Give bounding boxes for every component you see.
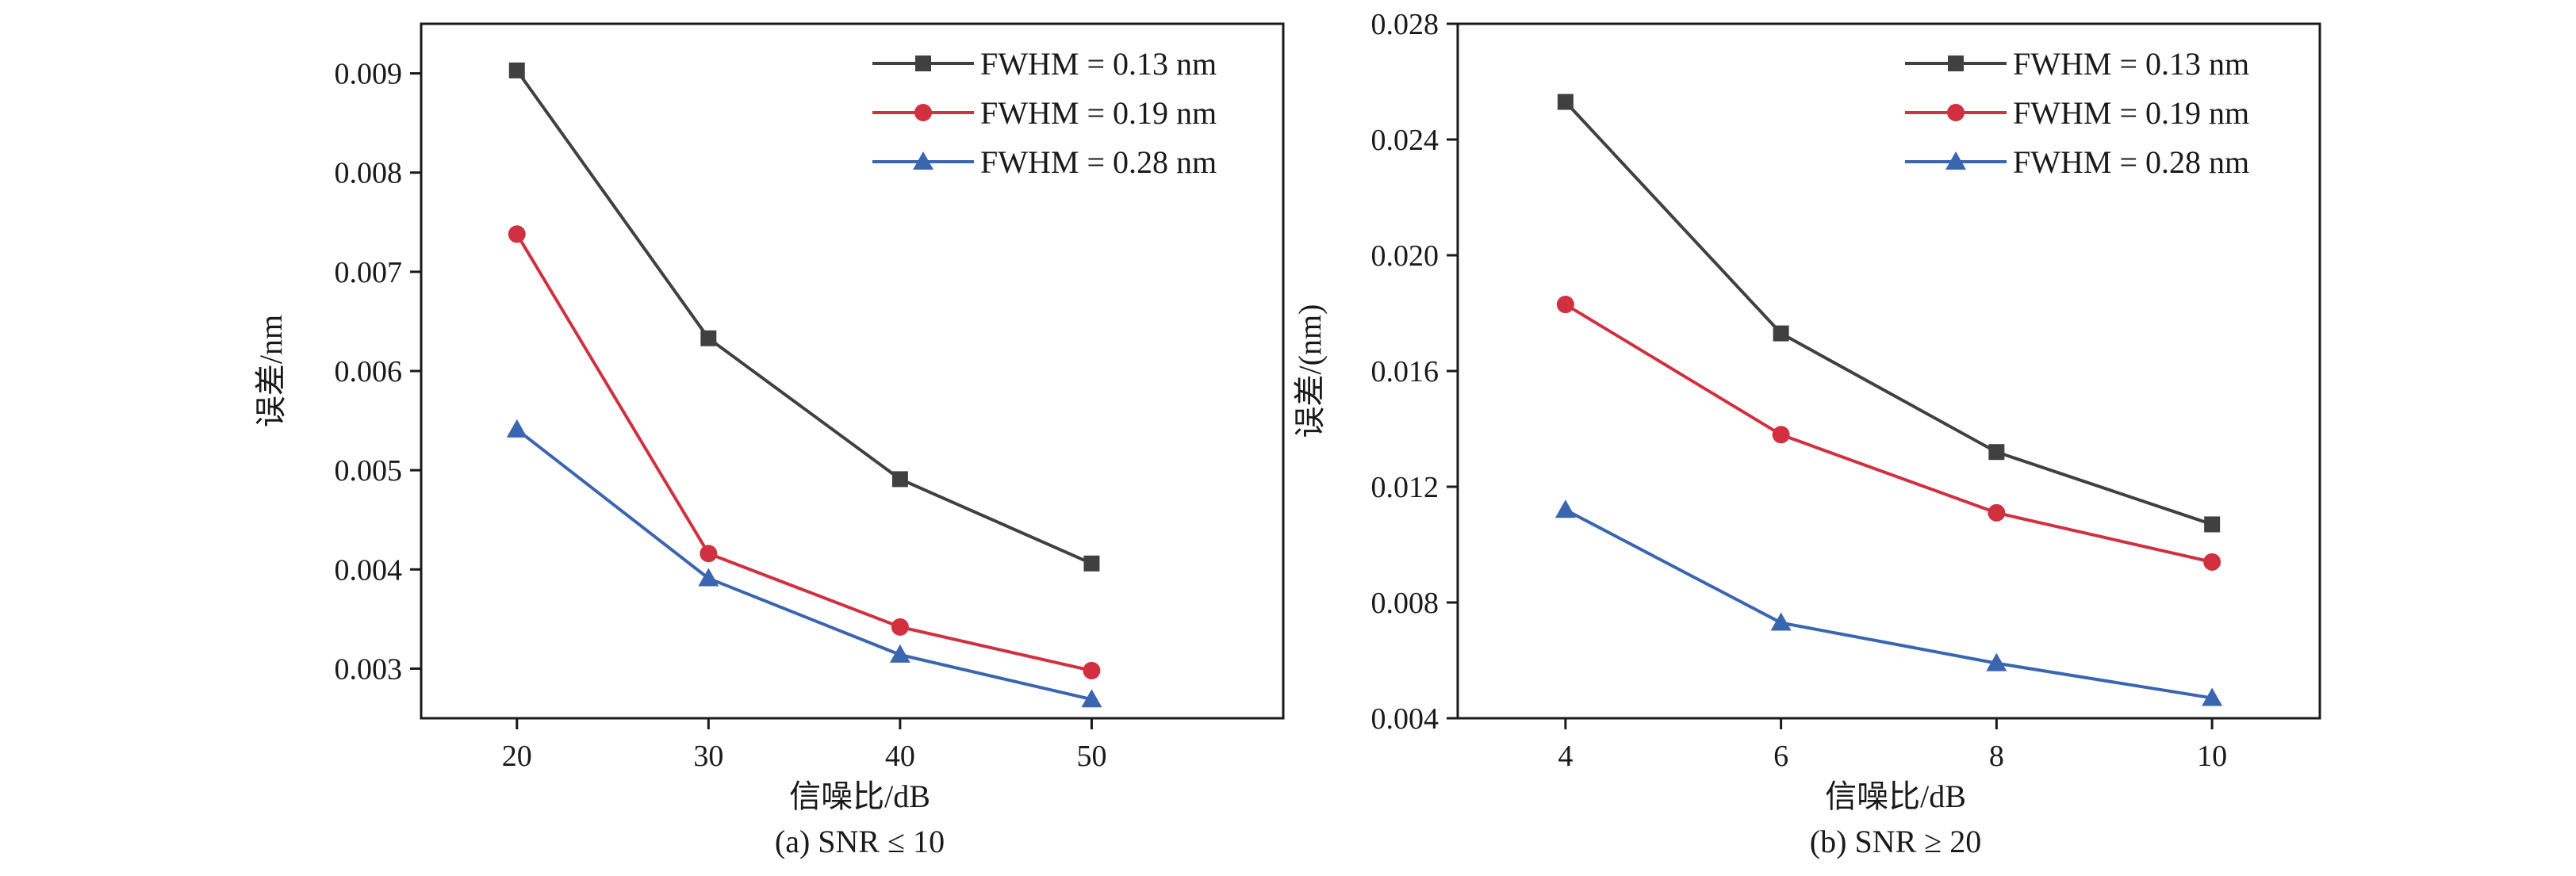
y-tick-label: 0.005	[335, 454, 403, 488]
x-tick-label: 50	[1076, 740, 1106, 773]
data-point	[508, 62, 525, 78]
y-axis-title: 误差/(nm)	[1292, 304, 1328, 438]
data-point	[1772, 426, 1790, 444]
data-point	[1557, 94, 1574, 110]
data-point	[1081, 689, 1102, 708]
y-tick-label: 0.024	[1371, 124, 1439, 157]
legend-marker	[915, 55, 931, 71]
legend-marker	[1947, 104, 1965, 121]
y-axis-title: 误差/nm	[253, 315, 289, 427]
data-point	[2203, 553, 2221, 571]
y-tick-label: 0.012	[1371, 471, 1439, 504]
y-tick-label: 0.008	[1371, 587, 1439, 620]
y-tick-label: 0.028	[1371, 8, 1439, 41]
legend-label: FWHM = 0.19 nm	[2013, 95, 2249, 131]
data-point	[1988, 503, 2006, 522]
legend: FWHM = 0.13 nm FWHM = 0.19 nm FWHM = 0.28 …	[1905, 46, 2249, 180]
x-tick-label: 4	[1558, 740, 1573, 773]
legend-label: FWHM = 0.28 nm	[980, 144, 1217, 180]
data-point	[700, 330, 717, 346]
data-point	[1773, 325, 1789, 342]
legend-label: FWHM = 0.19 nm	[980, 95, 1217, 131]
series-line	[1564, 303, 2213, 564]
y-tick-label: 0.007	[335, 256, 403, 289]
data-point	[1770, 612, 1792, 631]
legend-label: FWHM = 0.28 nm	[2013, 144, 2249, 180]
y-tick-label: 0.004	[1371, 702, 1439, 736]
chart-b: 4 6 8 10 0.004 0.008 0.012 0.016 0.020 0.024 0.028…	[1292, 8, 2321, 859]
data-point	[506, 419, 527, 438]
data-point	[1988, 444, 2005, 461]
series-line	[516, 69, 1093, 565]
legend-label: FWHM = 0.13 nm	[980, 46, 1217, 82]
legend-marker	[1945, 151, 1966, 170]
data-point	[2204, 516, 2221, 533]
series-line	[516, 233, 1092, 672]
y-tick-label: 0.016	[1371, 355, 1439, 388]
y-tick-label: 0.009	[335, 58, 403, 91]
data-point	[1083, 555, 1100, 572]
x-tick-label: 8	[1989, 740, 2004, 773]
chart-caption: (b) SNR ≥ 20	[1810, 824, 1981, 859]
data-point	[508, 225, 526, 243]
x-tick-label: 40	[885, 740, 915, 773]
chart-a: 20 30 40 50 0.003 0.004 0.005 0.006 0.007 0.008 0.…	[253, 22, 1285, 859]
data-point	[698, 568, 719, 587]
legend-marker	[1948, 55, 1964, 71]
data-point	[1083, 661, 1101, 679]
x-tick-label: 30	[693, 740, 723, 773]
x-tick-label: 20	[502, 740, 532, 773]
series-line	[516, 428, 1092, 702]
x-tick-label: 6	[1773, 740, 1788, 773]
legend-marker	[913, 151, 933, 170]
y-tick-label: 0.008	[335, 157, 403, 190]
x-axis-title: 信噪比/dB	[789, 778, 930, 814]
data-point	[889, 644, 910, 663]
data-point	[1986, 652, 2007, 671]
y-tick-label: 0.003	[335, 652, 403, 686]
data-point	[891, 471, 908, 488]
data-point	[1556, 296, 1574, 314]
data-point	[2202, 687, 2223, 706]
y-tick-label: 0.020	[1371, 239, 1439, 273]
series-line	[1564, 508, 2213, 700]
legend-label: FWHM = 0.13 nm	[2013, 46, 2249, 82]
data-point	[891, 618, 909, 636]
legend-marker	[914, 104, 932, 121]
data-point	[700, 545, 718, 563]
chart-caption: (a) SNR ≤ 10	[775, 824, 945, 859]
legend: FWHM = 0.13 nm FWHM = 0.19 nm FWHM = 0.28 …	[872, 46, 1217, 180]
x-axis-title: 信噪比/dB	[1825, 778, 1966, 814]
y-tick-label: 0.004	[335, 553, 403, 587]
x-tick-label: 10	[2197, 740, 2227, 773]
series-line	[1564, 101, 2213, 526]
data-point	[1554, 499, 1576, 518]
y-tick-label: 0.006	[335, 355, 403, 388]
